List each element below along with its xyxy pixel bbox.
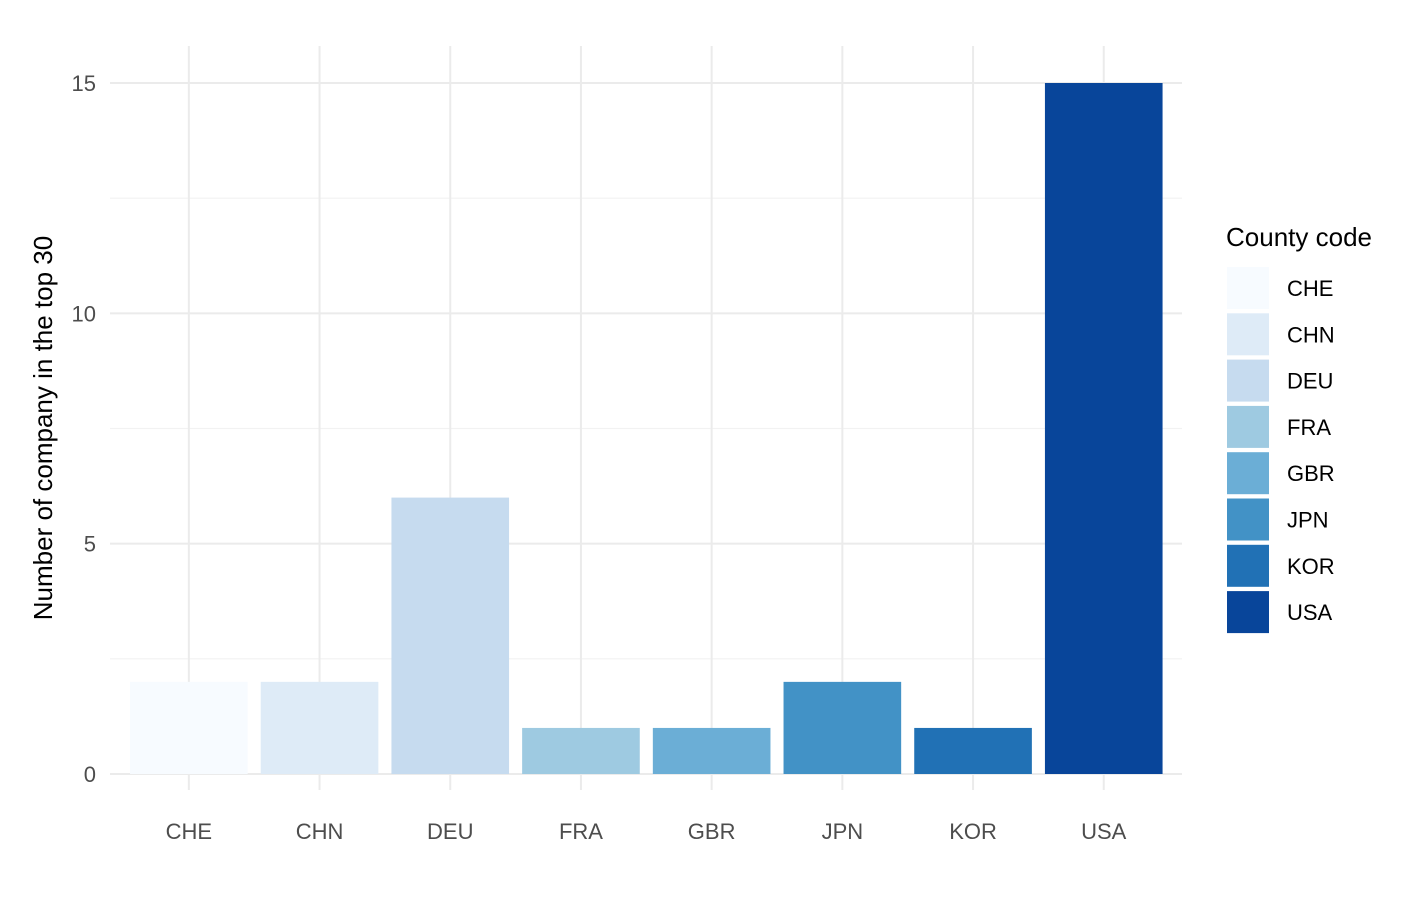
legend-key-deu: [1227, 359, 1269, 402]
bar-chn: [260, 681, 379, 774]
bars: [130, 83, 1163, 774]
legend-key-chn: [1227, 313, 1269, 356]
bar-fra: [522, 727, 640, 774]
x-tick-label: CHN: [296, 819, 344, 844]
grid-lines: [110, 46, 1182, 790]
legend-items: CHE CHN DEU FRA GBR JPN KOR USA: [1227, 267, 1335, 634]
legend-label-jpn: JPN: [1287, 508, 1329, 533]
x-tick-label: KOR: [949, 819, 997, 844]
legend-label-usa: USA: [1287, 600, 1333, 625]
legend-label-deu: DEU: [1287, 369, 1333, 394]
bar-kor: [914, 727, 1032, 774]
legend-label-kor: KOR: [1287, 554, 1335, 579]
legend-key-gbr: [1227, 452, 1269, 495]
legend-label-gbr: GBR: [1287, 461, 1335, 486]
legend-key-usa: [1227, 591, 1269, 634]
legend-key-kor: [1227, 544, 1269, 587]
x-tick-label: JPN: [822, 819, 864, 844]
legend: County code CHE CHN DEU FRA GBR JPN KOR USA: [1226, 222, 1372, 634]
y-tick-labels: 0 5 10 15: [72, 71, 96, 787]
bar-gbr: [652, 727, 771, 774]
x-tick-label: DEU: [427, 819, 473, 844]
legend-title: County code: [1226, 222, 1372, 252]
bar-che: [130, 681, 248, 774]
y-tick-label: 0: [84, 762, 96, 787]
bar-usa: [1044, 83, 1163, 774]
bar-deu: [391, 497, 510, 774]
x-tick-label: CHE: [166, 819, 212, 844]
x-tick-label: GBR: [688, 819, 736, 844]
y-tick-label: 15: [72, 71, 96, 96]
legend-key-jpn: [1227, 498, 1269, 541]
bar-jpn: [783, 681, 902, 774]
x-tick-label: USA: [1081, 819, 1127, 844]
legend-label-chn: CHN: [1287, 322, 1335, 347]
x-tick-labels: CHE CHN DEU FRA GBR JPN KOR USA: [166, 819, 1127, 844]
legend-label-fra: FRA: [1287, 415, 1331, 440]
y-tick-label: 10: [72, 301, 96, 326]
legend-label-che: CHE: [1287, 276, 1333, 301]
y-tick-label: 5: [84, 532, 96, 557]
y-axis-title: Number of company in the top 30: [28, 236, 58, 620]
legend-key-che: [1227, 267, 1269, 309]
x-tick-label: FRA: [559, 819, 603, 844]
legend-key-fra: [1227, 405, 1269, 448]
